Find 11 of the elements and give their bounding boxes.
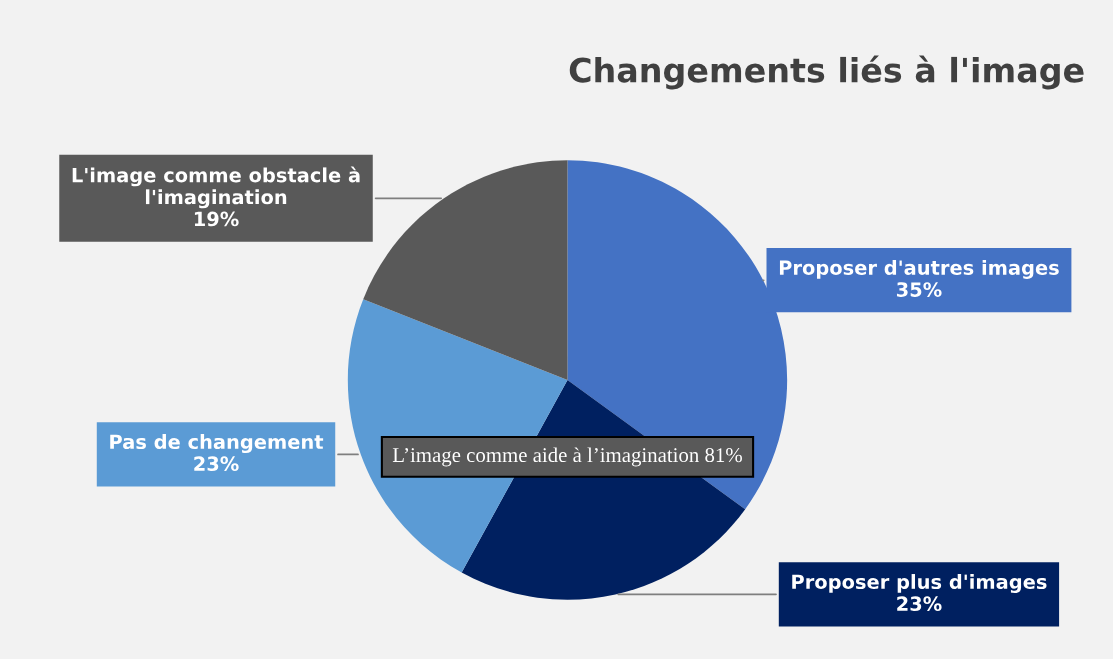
slice-label: L'image comme obstacle à l'imagination [72, 166, 360, 209]
chart-title: Changements liés à l'image [569, 55, 1084, 90]
text: L’image comme aide à l’imagination 81% [392, 447, 742, 467]
slice-label: Proposer d'autres images [779, 259, 1059, 279]
data-label: 23% [897, 596, 942, 611]
slice-label: Proposer plus d'images [792, 574, 1047, 593]
pie-slice [363, 160, 568, 381]
slice-label: Pas de changement [110, 434, 324, 454]
data-label: 35% [896, 282, 942, 297]
data-label: 19% [194, 211, 239, 227]
data-label: 23% [194, 456, 239, 472]
